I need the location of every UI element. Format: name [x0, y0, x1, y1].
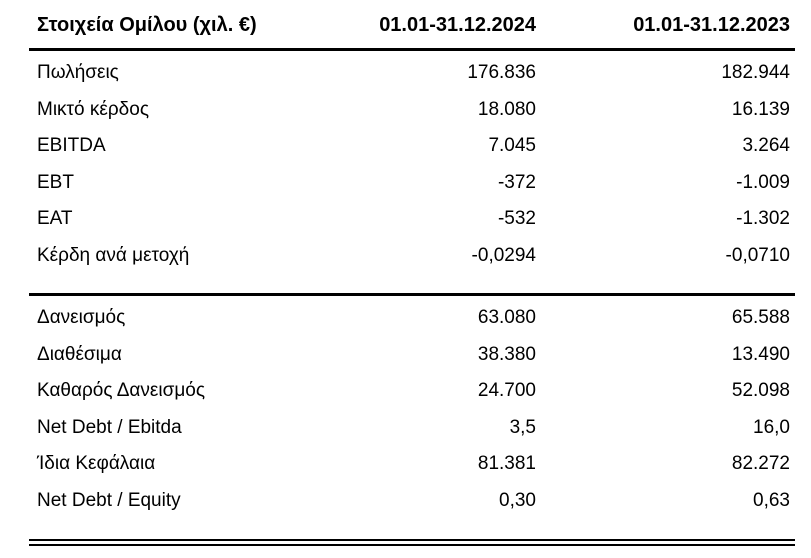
row-label: Μικτό κέρδος	[37, 98, 149, 120]
row-value-2024: 63.080	[477, 307, 536, 329]
row-value-2023: 16.139	[731, 98, 790, 120]
table-row-sales: Πωλήσεις 176.836 182.944	[29, 55, 795, 92]
row-value-2023: 182.944	[721, 62, 790, 84]
group-figures-table: Στοιχεία Ομίλου (χιλ. €) 01.01-31.12.202…	[29, 0, 795, 546]
table-row-ebt: EBT -372 -1.009	[29, 165, 795, 202]
row-value-2023: 3.264	[742, 135, 790, 157]
row-value-2024: 7.045	[488, 135, 536, 157]
row-value-2024: 3,5	[509, 416, 536, 438]
table-row-equity: Ίδια Κεφάλαια 81.381 82.272	[29, 446, 795, 483]
row-value-2023: 82.272	[731, 453, 790, 475]
row-label: Net Debt / Equity	[37, 489, 181, 511]
row-label: Καθαρός Δανεισμός	[37, 380, 206, 402]
row-value-2024: 176.836	[467, 62, 536, 84]
row-value-2023: 16,0	[753, 416, 790, 438]
row-value-2024: -372	[497, 171, 536, 193]
row-value-2023: 0,63	[753, 489, 790, 511]
table-row-cash: Διαθέσιμα 38.380 13.490	[29, 337, 795, 374]
row-label: Κέρδη ανά μετοχή	[37, 244, 190, 266]
table-row-net-debt-ebitda: Net Debt / Ebitda 3,5 16,0	[29, 410, 795, 447]
row-value-2023: 13.490	[731, 343, 790, 365]
row-value-2023: -0,0710	[725, 244, 790, 266]
table-row-gross-profit: Μικτό κέρδος 18.080 16.139	[29, 92, 795, 129]
income-statement-section: Πωλήσεις 176.836 182.944 Μικτό κέρδος 18…	[29, 51, 795, 274]
row-label: Net Debt / Ebitda	[37, 416, 182, 438]
table-header-row: Στοιχεία Ομίλου (χιλ. €) 01.01-31.12.202…	[29, 0, 795, 51]
table-row-ebitda: EBITDA 7.045 3.264	[29, 128, 795, 165]
header-label-group-figures: Στοιχεία Ομίλου (χιλ. €)	[37, 14, 257, 36]
row-label: Δανεισμός	[37, 307, 126, 329]
row-value-2023: 52.098	[731, 380, 790, 402]
table-bottom-double-rule	[29, 539, 795, 546]
row-value-2024: 38.380	[477, 343, 536, 365]
row-value-2023: -1.009	[736, 171, 790, 193]
row-label: EBT	[37, 171, 74, 193]
row-label: EAT	[37, 208, 73, 230]
row-value-2023: -1.302	[736, 208, 790, 230]
header-period-2024: 01.01-31.12.2024	[379, 14, 536, 36]
row-value-2024: 0,30	[499, 489, 536, 511]
row-label: Διαθέσιμα	[37, 343, 122, 365]
row-value-2024: -532	[497, 208, 536, 230]
row-label: Ίδια Κεφάλαια	[37, 453, 156, 475]
row-value-2024: 81.381	[477, 453, 536, 475]
row-label: EBITDA	[37, 135, 106, 157]
row-value-2023: 65.588	[731, 307, 790, 329]
row-label: Πωλήσεις	[37, 62, 119, 84]
section-divider-rule	[29, 293, 795, 296]
table-row-earnings-per-share: Κέρδη ανά μετοχή -0,0294 -0,0710	[29, 238, 795, 275]
row-value-2024: 18.080	[477, 98, 536, 120]
balance-sheet-section: Δανεισμός 63.080 65.588 Διαθέσιμα 38.380…	[29, 296, 795, 519]
row-value-2024: 24.700	[477, 380, 536, 402]
table-row-eat: EAT -532 -1.302	[29, 201, 795, 238]
row-value-2024: -0,0294	[471, 244, 536, 266]
table-row-net-debt-equity: Net Debt / Equity 0,30 0,63	[29, 483, 795, 520]
table-row-debt: Δανεισμός 63.080 65.588	[29, 300, 795, 337]
table-row-net-debt: Καθαρός Δανεισμός 24.700 52.098	[29, 373, 795, 410]
header-period-2023: 01.01-31.12.2023	[633, 14, 790, 36]
